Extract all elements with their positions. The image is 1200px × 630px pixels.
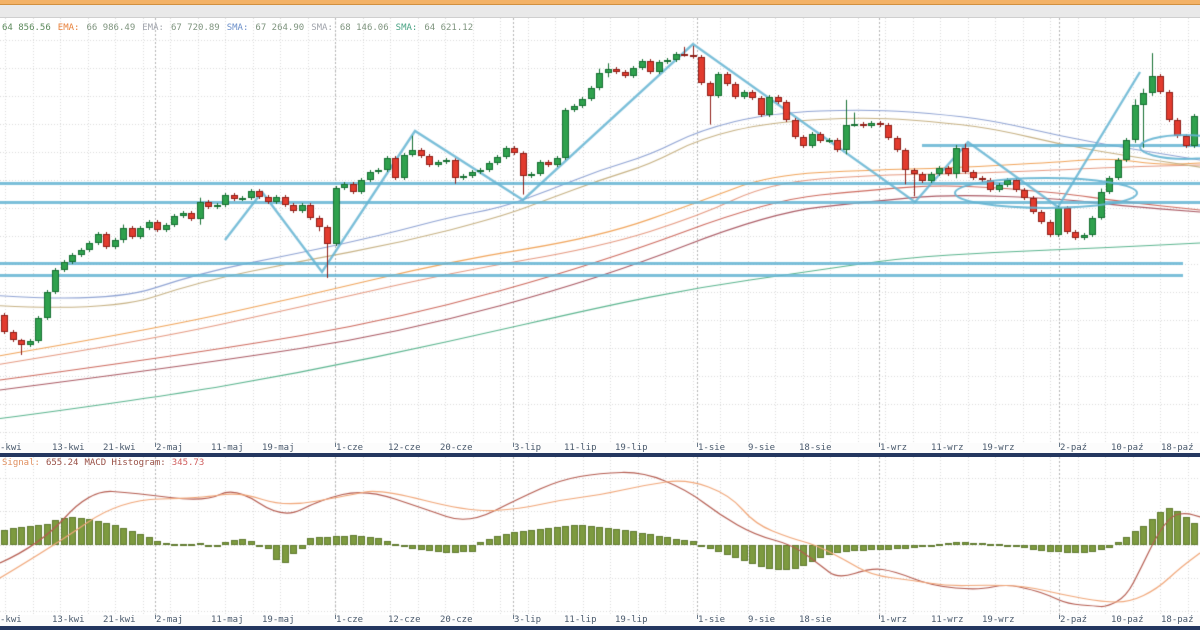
date-label: 10-paź [1111, 443, 1144, 453]
date-label: 11-wrz [931, 615, 964, 625]
toolbar-strip [0, 5, 1200, 18]
macd-canvas[interactable] [0, 457, 1200, 615]
date-label: 18-sie [799, 615, 832, 625]
date-label: 1-sie [698, 443, 726, 453]
date-label: 19-maj [262, 443, 295, 453]
month-tick [335, 615, 336, 619]
date-label: 11-wrz [931, 443, 964, 453]
date-label: 9-sie [748, 615, 776, 625]
date-label: -kwi [0, 615, 22, 625]
date-label: 1-wrz [880, 443, 908, 453]
main-chart-panel: 64 856.56 EMA: 66 986.49 EMA: 67 720.89 SMA: 6… [0, 18, 1200, 443]
date-label: 11-maj [211, 615, 244, 625]
macd-legend-token: 345.73 [171, 458, 205, 468]
bottom-bar [0, 626, 1200, 630]
month-tick [879, 443, 880, 447]
date-label: 11-lip [564, 443, 597, 453]
date-label: 19-maj [262, 615, 295, 625]
date-label: 11-maj [211, 443, 244, 453]
date-label: 1-cze [336, 443, 364, 453]
date-label: 18-sie [799, 443, 832, 453]
month-tick [335, 443, 336, 447]
date-label: 19-wrz [982, 615, 1015, 625]
date-label: 13-kwi [52, 443, 85, 453]
month-tick [697, 443, 698, 447]
price-legend-token: 67 720.89 [170, 23, 220, 33]
date-label: 1-wrz [880, 615, 908, 625]
macd-legend-token: 655.24 [45, 458, 79, 468]
month-tick [879, 615, 880, 619]
date-label: 11-lip [564, 615, 597, 625]
panel-separator-bar [0, 453, 1200, 457]
month-tick [513, 615, 514, 619]
month-tick [513, 443, 514, 447]
date-label: 3-lip [514, 615, 542, 625]
price-legend-token: 64 621.12 [424, 23, 474, 33]
month-tick [1059, 443, 1060, 447]
date-label: 13-kwi [52, 615, 85, 625]
date-label: 18-paź [1161, 443, 1194, 453]
date-label: 21-kwi [103, 615, 136, 625]
price-legend-token: 64 856.56 [2, 23, 51, 33]
date-label: 1-sie [698, 615, 726, 625]
macd-panel: Signal: 655.24 MACD Histogram: 345.73 [0, 457, 1200, 615]
date-label: 12-cze [388, 443, 421, 453]
date-label: 18-paź [1161, 615, 1194, 625]
date-label: 9-sie [748, 443, 776, 453]
date-axis-bottom: -kwi 13-kwi 21-kwi 2-maj 11-maj 19-maj 1-cze 12… [0, 615, 1200, 626]
date-label: 3-lip [514, 443, 542, 453]
date-label: 20-cze [440, 615, 473, 625]
price-legend-token: 68 146.06 [339, 23, 389, 33]
macd-legend-token: Signal: [2, 458, 40, 468]
date-label: 2-maj [156, 615, 184, 625]
price-legend-token: EMA: [57, 23, 80, 33]
date-label: 1-cze [336, 615, 364, 625]
date-label: 10-paź [1111, 615, 1144, 625]
date-axis-middle: -kwi 13-kwi 21-kwi 2-maj 11-maj 19-maj 1-cze 12… [0, 443, 1200, 453]
date-label: 19-wrz [982, 443, 1015, 453]
window-top-accent-bar [0, 0, 1200, 5]
date-label: 20-cze [440, 443, 473, 453]
date-label: 2-paź [1060, 443, 1088, 453]
price-legend-token: 66 986.49 [86, 23, 136, 33]
date-label: 21-kwi [103, 443, 136, 453]
date-label: 2-maj [156, 443, 184, 453]
price-legend-token: SMA: [226, 23, 249, 33]
price-legend-token: SMA: [311, 23, 333, 33]
date-label: 19-lip [615, 443, 648, 453]
month-tick [697, 615, 698, 619]
month-tick [155, 615, 156, 619]
price-legend-token: SMA: [395, 23, 418, 33]
price-legend: 64 856.56 EMA: 66 986.49 EMA: 67 720.89 SMA: 6… [2, 23, 480, 33]
price-legend-token: 67 264.90 [255, 23, 305, 33]
date-label: -kwi [0, 443, 22, 453]
macd-legend: Signal: 655.24 MACD Histogram: 345.73 [2, 458, 210, 468]
macd-legend-token: MACD Histogram: [84, 458, 166, 468]
main-chart-canvas[interactable] [0, 18, 1200, 443]
date-label: 12-cze [388, 615, 421, 625]
price-legend-token: EMA: [142, 23, 164, 33]
date-label: 19-lip [615, 615, 648, 625]
month-tick [1059, 615, 1060, 619]
date-label: 2-paź [1060, 615, 1088, 625]
month-tick [155, 443, 156, 447]
